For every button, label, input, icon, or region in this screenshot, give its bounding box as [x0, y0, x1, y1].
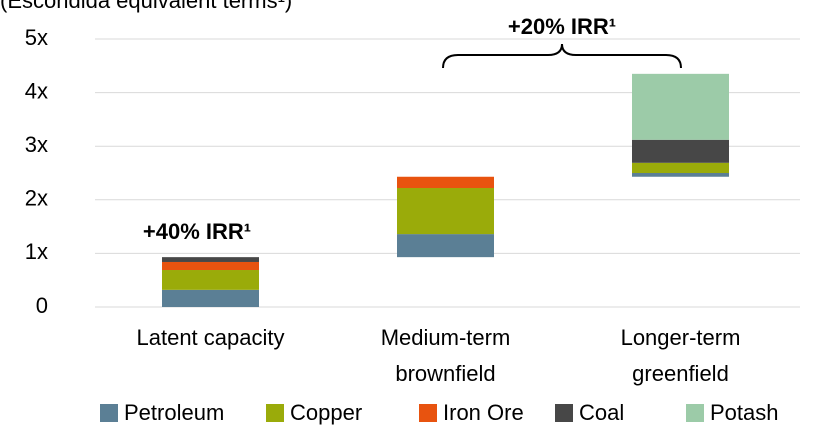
x-tick-label: Medium-term brownfield — [381, 325, 511, 386]
bar-segment — [632, 173, 729, 177]
legend-swatch — [419, 404, 437, 422]
bar-segment — [397, 234, 494, 258]
legend-swatch — [555, 404, 573, 422]
legend-label: Petroleum — [124, 400, 224, 425]
bar-segment — [397, 188, 494, 235]
legend-label: Potash — [710, 400, 779, 425]
bar-segment — [162, 257, 259, 262]
annotation: +40% IRR¹ — [143, 219, 251, 244]
bar-segment — [632, 73, 729, 140]
legend-swatch — [100, 404, 118, 422]
y-tick-label: 0 — [36, 293, 48, 318]
chart-subtitle: (Escondida equivalent terms¹) — [0, 0, 292, 13]
y-tick-label: 3x — [25, 132, 48, 157]
bar-segment — [162, 261, 259, 271]
y-tick-label: 2x — [25, 186, 48, 211]
annotation: +20% IRR¹ — [508, 14, 616, 39]
legend-label: Iron Ore — [443, 400, 524, 425]
bar-segment — [632, 162, 729, 173]
bar-segment — [397, 176, 494, 189]
legend-swatch — [266, 404, 284, 422]
y-tick-label: 4x — [25, 78, 48, 103]
bar-segment — [162, 289, 259, 307]
bar-segment — [632, 139, 729, 163]
x-tick-label: Latent capacity — [137, 325, 285, 350]
legend-swatch — [686, 404, 704, 422]
bar-segment — [162, 270, 259, 290]
y-tick-label: 5x — [25, 25, 48, 50]
legend-label: Copper — [290, 400, 362, 425]
brace — [442, 43, 682, 69]
y-tick-label: 1x — [25, 239, 48, 264]
x-tick-label: Longer-term greenfield — [621, 325, 741, 386]
legend-label: Coal — [579, 400, 624, 425]
